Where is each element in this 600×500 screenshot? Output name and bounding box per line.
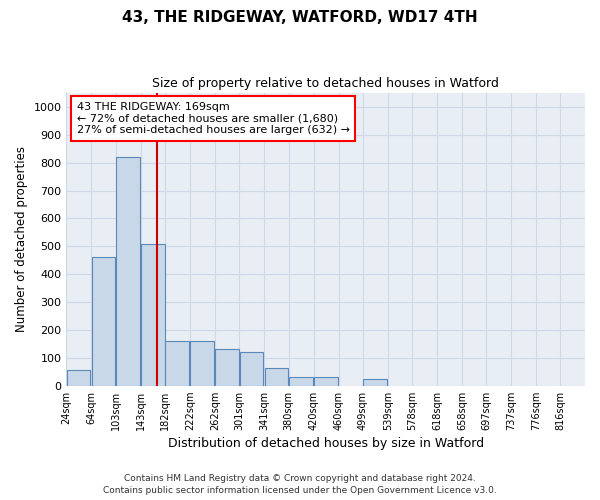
Bar — [239, 352, 263, 386]
Text: 43 THE RIDGEWAY: 169sqm
← 72% of detached houses are smaller (1,680)
27% of semi: 43 THE RIDGEWAY: 169sqm ← 72% of detache… — [77, 102, 350, 135]
Bar — [141, 244, 165, 386]
Title: Size of property relative to detached houses in Watford: Size of property relative to detached ho… — [152, 78, 499, 90]
Bar — [67, 370, 91, 386]
Bar — [92, 258, 115, 386]
Bar — [190, 341, 214, 386]
Text: Contains HM Land Registry data © Crown copyright and database right 2024.
Contai: Contains HM Land Registry data © Crown c… — [103, 474, 497, 495]
Bar — [363, 378, 387, 386]
Bar — [289, 378, 313, 386]
Y-axis label: Number of detached properties: Number of detached properties — [15, 146, 28, 332]
Bar — [215, 350, 239, 386]
Bar — [116, 157, 140, 386]
Bar — [265, 368, 288, 386]
Text: 43, THE RIDGEWAY, WATFORD, WD17 4TH: 43, THE RIDGEWAY, WATFORD, WD17 4TH — [122, 10, 478, 25]
Bar — [166, 341, 189, 386]
X-axis label: Distribution of detached houses by size in Watford: Distribution of detached houses by size … — [167, 437, 484, 450]
Bar — [314, 378, 338, 386]
